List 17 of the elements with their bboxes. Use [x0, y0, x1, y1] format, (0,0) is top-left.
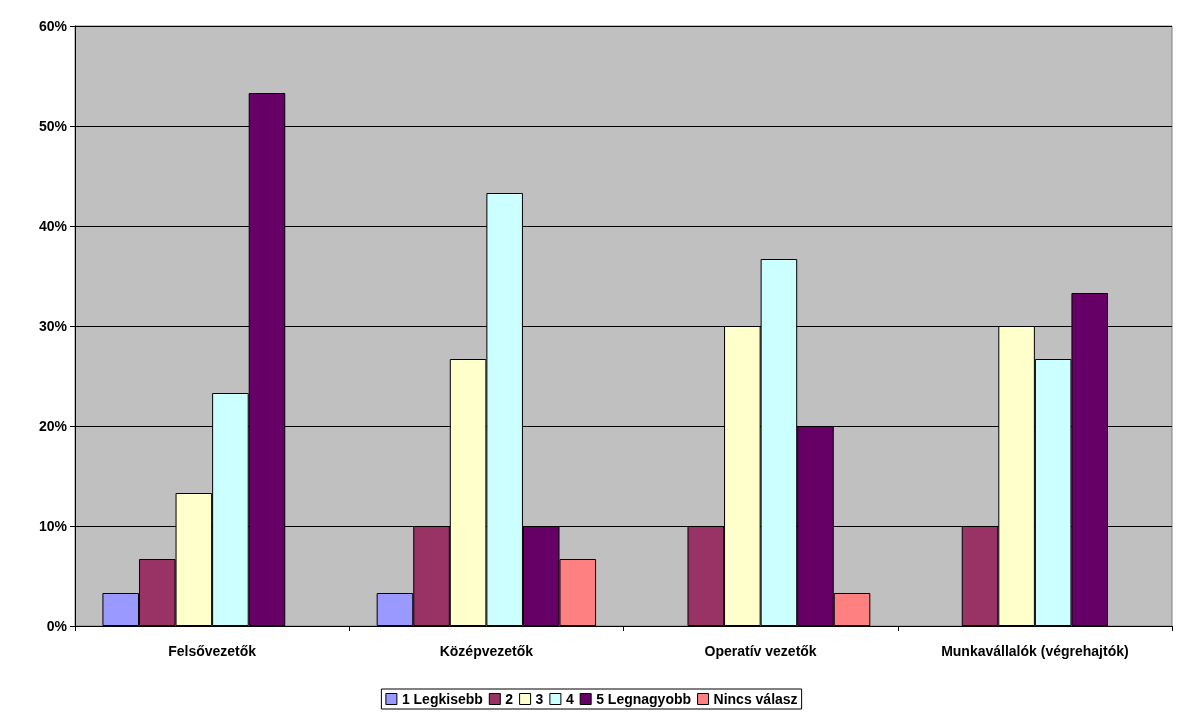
- x-tick-label: Munkavállalók (végrehajtók): [941, 643, 1129, 659]
- legend-label: 3: [535, 691, 544, 707]
- y-tick-label: 50%: [38, 118, 68, 134]
- y-tick-label: 30%: [38, 318, 68, 334]
- legend-label: 1 Legkisebb: [401, 691, 483, 707]
- y-tick-label: 10%: [38, 518, 68, 534]
- legend-label: Nincs válasz: [713, 691, 798, 707]
- x-tick-label: Középvezetők: [439, 643, 534, 659]
- x-tick-label: Operatív vezetők: [704, 643, 817, 659]
- legend-label: 2: [505, 691, 514, 707]
- x-tick-label: Felsővezetők: [168, 643, 257, 659]
- y-tick-label: 0%: [46, 618, 68, 634]
- y-tick-label: 60%: [38, 18, 68, 34]
- y-tick-label: 20%: [38, 418, 68, 434]
- legend-label: 5 Legnagyobb: [596, 691, 692, 707]
- y-tick-label: 40%: [38, 218, 68, 234]
- legend-label: 4: [565, 691, 574, 707]
